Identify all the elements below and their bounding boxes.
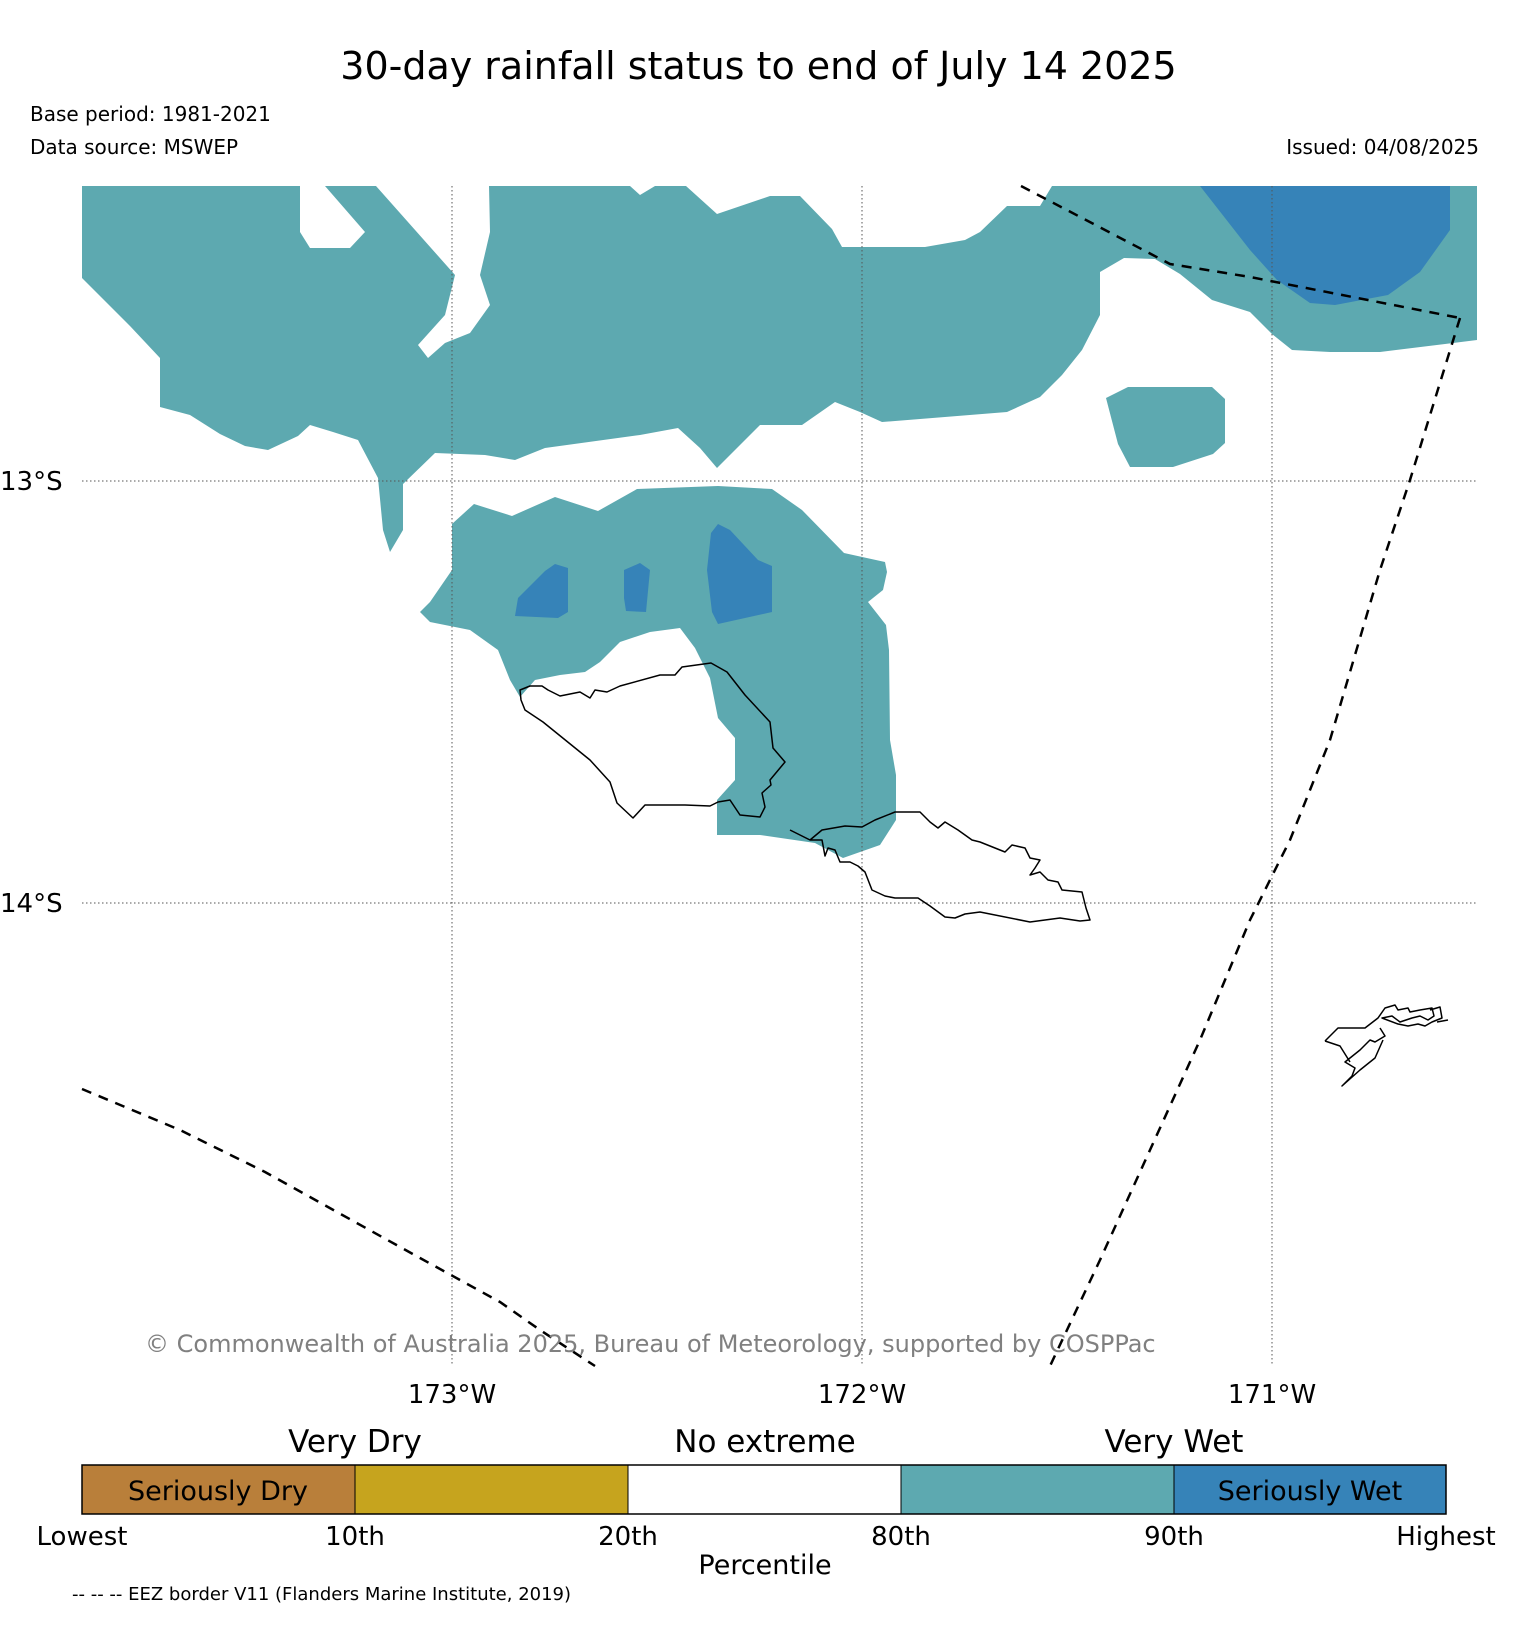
coastlines (519, 662, 1449, 1087)
lat-label-14s: 14°S (0, 889, 63, 919)
lon-label-173w: 173°W (408, 1380, 496, 1410)
colorbar-label-seriously-wet: Seriously Wet (1218, 1476, 1402, 1507)
very-wet-region-east (1106, 387, 1225, 467)
colorbar-segment-very-dry (354, 1464, 629, 1515)
very-wet-region-central (420, 486, 896, 858)
issued-date: Issued: 04/08/2025 (1286, 135, 1479, 159)
tutuila-coastline (1324, 1004, 1449, 1087)
graticule (82, 186, 1477, 1366)
seriously-wet-region-c (707, 524, 772, 624)
colorbar-tick-90th: 90th (1144, 1522, 1204, 1552)
savaii-coastline (519, 662, 786, 819)
eez-border-south-west (81, 1087, 596, 1368)
colorbar-segment-very-wet (900, 1464, 1175, 1515)
colorbar-segment-no-extreme (627, 1464, 902, 1515)
lon-label-172w: 172°W (818, 1380, 906, 1410)
colorbar-tick-lowest: Lowest (37, 1522, 128, 1552)
seriously-wet-region-ne (1200, 186, 1450, 305)
seriously-wet-region-a (515, 564, 568, 618)
very-wet-region-north-west (82, 186, 1477, 552)
base-period: Base period: 1981-2021 (30, 102, 271, 126)
map-title: 30-day rainfall status to end of July 14… (340, 44, 1177, 88)
colorbar-label-seriously-dry: Seriously Dry (128, 1476, 308, 1507)
colorbar-tick-20th: 20th (598, 1522, 658, 1552)
eez-border-east (1048, 317, 1462, 1367)
eez-borders (81, 184, 1462, 1368)
colorbar-tick-10th: 10th (325, 1522, 385, 1552)
lon-label-171w: 171°W (1228, 1380, 1316, 1410)
rainfall-contours (82, 186, 1477, 858)
data-source: Data source: MSWEP (30, 135, 239, 159)
colorbar-frame (81, 1464, 1447, 1515)
copyright-notice: © Commonwealth of Australia 2025, Bureau… (145, 1330, 1156, 1358)
colorbar-group-very-wet: Very Wet (1105, 1424, 1244, 1460)
upolu-coastline (789, 811, 1091, 923)
eez-legend-note: -- -- -- EEZ border V11 (Flanders Marine… (72, 1584, 572, 1605)
colorbar-group-very-dry: Very Dry (288, 1424, 422, 1460)
colorbar-group-no-extreme: No extreme (674, 1424, 855, 1460)
colorbar-axis-label: Percentile (698, 1550, 831, 1581)
colorbar: Very Dry No extreme Very Wet Seriously D… (37, 1424, 1496, 1581)
lat-label-13s: 13°S (0, 467, 63, 497)
colorbar-tick-80th: 80th (871, 1522, 931, 1552)
colorbar-tick-highest: Highest (1396, 1522, 1496, 1552)
seriously-wet-region-b (624, 563, 650, 612)
